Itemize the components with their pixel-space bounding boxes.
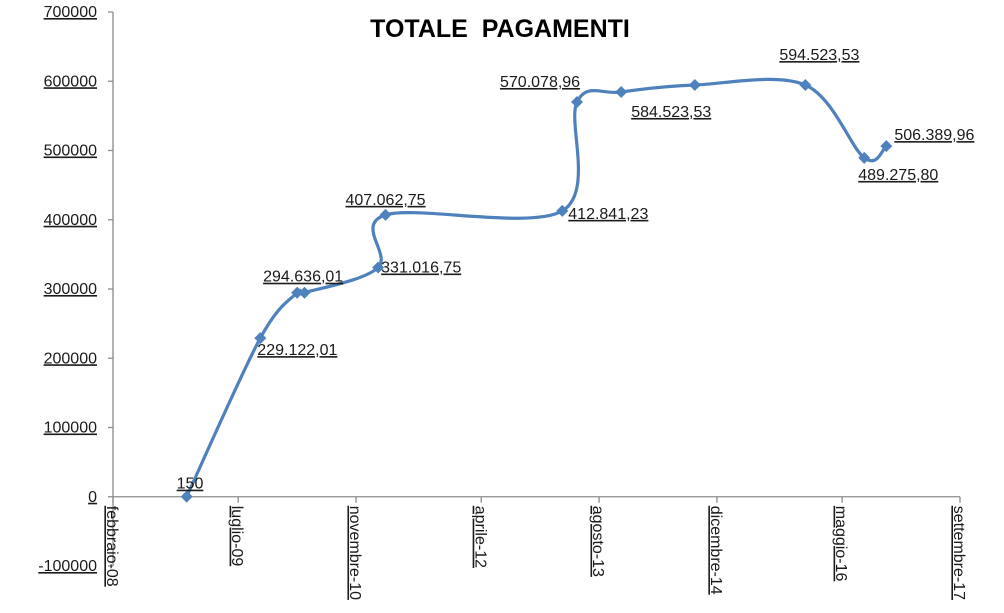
- y-tick-label: -100000: [38, 558, 97, 575]
- x-tick-label: maggio-16: [832, 506, 849, 582]
- data-point-marker: [379, 208, 392, 221]
- y-tick-label: 300000: [44, 281, 97, 298]
- data-label: 412.841,23: [568, 206, 648, 223]
- data-point-marker: [291, 286, 304, 299]
- y-tick-label: 700000: [44, 4, 97, 21]
- y-tick-label: 500000: [44, 143, 97, 160]
- data-point-marker: [858, 151, 871, 164]
- data-point-marker: [615, 85, 628, 98]
- y-tick-label: 200000: [44, 350, 97, 367]
- data-point-marker: [298, 286, 311, 299]
- data-label: 584.523,53: [631, 104, 711, 121]
- series-line: [185, 77, 888, 499]
- data-label: 331.016,75: [381, 260, 461, 277]
- data-label: 506.389,96: [894, 127, 974, 144]
- data-label: 150: [177, 476, 204, 493]
- x-tick-label: febbraio-08: [103, 506, 120, 587]
- y-tick-label: 600000: [44, 73, 97, 90]
- x-tick-label: dicembre-14: [707, 506, 724, 595]
- data-point-marker: [372, 261, 385, 274]
- data-point-marker: [556, 204, 569, 217]
- data-label: 489.275,80: [858, 167, 938, 184]
- data-label: 407.062,75: [346, 192, 426, 209]
- y-tick-label: 0: [88, 489, 97, 506]
- data-label: 570.078,96: [500, 74, 580, 91]
- data-label: 294.636,01: [263, 269, 343, 286]
- data-point-marker: [799, 79, 812, 92]
- data-label: 229.122,01: [257, 342, 337, 359]
- y-tick-label: 400000: [44, 212, 97, 229]
- x-tick-label: aprile-12: [471, 506, 488, 568]
- x-tick-label: novembre-10: [346, 506, 363, 600]
- data-point-marker: [571, 95, 584, 108]
- y-tick-label: 100000: [44, 420, 97, 437]
- x-tick-label: settembre-17: [950, 506, 967, 600]
- x-tick-label: agosto-13: [589, 506, 606, 577]
- data-point-marker: [688, 79, 701, 92]
- x-tick-label: luglio-09: [228, 506, 245, 567]
- data-point-marker: [254, 332, 267, 345]
- data-label: 594.523,53: [779, 47, 859, 64]
- chart-title: TOTALE PAGAMENTI: [370, 15, 630, 43]
- data-point-marker: [180, 490, 193, 503]
- data-point-marker: [880, 140, 893, 153]
